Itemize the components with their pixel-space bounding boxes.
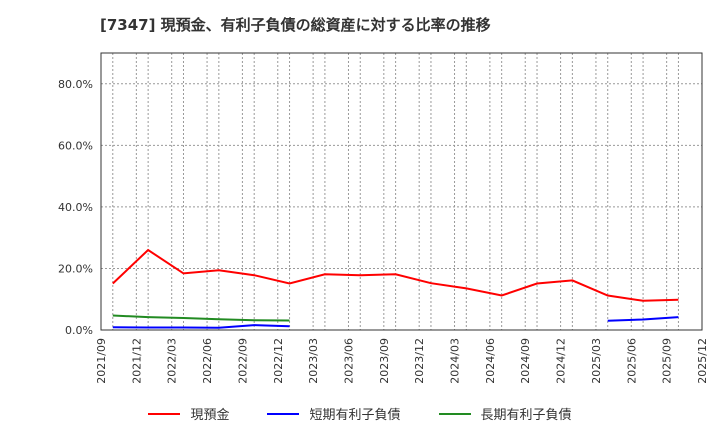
legend-item-long-term-debt: 長期有利子負債 xyxy=(438,404,572,423)
y-tick-label: 80.0% xyxy=(58,78,93,91)
legend: 現預金 短期有利子負債 長期有利子負債 xyxy=(0,404,720,423)
legend-label: 現預金 xyxy=(190,408,230,423)
x-tick-label: 2023/06 xyxy=(342,338,355,384)
legend-item-cash: 現預金 xyxy=(148,404,229,423)
legend-label: 長期有利子負債 xyxy=(480,408,572,423)
x-tick-label: 2023/03 xyxy=(307,338,320,384)
x-tick-label: 2021/09 xyxy=(95,338,108,384)
x-tick-label: 2025/12 xyxy=(696,338,709,384)
legend-swatch-icon xyxy=(267,412,300,415)
x-tick-label: 2024/06 xyxy=(484,338,497,384)
x-tick-label: 2025/03 xyxy=(590,338,603,384)
x-tick-label: 2025/09 xyxy=(661,338,674,384)
legend-item-short-term-debt: 短期有利子負債 xyxy=(267,404,401,423)
series-line xyxy=(112,324,290,329)
x-tick-label: 2025/06 xyxy=(625,338,638,384)
x-tick-label: 2024/09 xyxy=(519,338,532,384)
chart-title: [7347] 現預金、有利子負債の総資産に対する比率の推移 xyxy=(100,16,491,34)
y-tick-label: 0.0% xyxy=(65,324,93,337)
x-tick-label: 2023/12 xyxy=(413,338,426,384)
legend-swatch-icon xyxy=(148,412,181,415)
x-tick-label: 2022/06 xyxy=(201,338,214,384)
legend-label: 短期有利子負債 xyxy=(309,408,401,423)
legend-swatch-icon xyxy=(438,412,471,415)
x-tick-label: 2022/03 xyxy=(166,338,179,384)
x-tick-label: 2022/12 xyxy=(272,338,285,384)
y-tick-label: 20.0% xyxy=(58,262,93,275)
y-tick-label: 40.0% xyxy=(58,201,93,214)
x-tick-label: 2024/03 xyxy=(449,338,462,384)
series-line xyxy=(112,314,290,322)
x-tick-label: 2021/12 xyxy=(130,338,143,384)
x-tick-label: 2023/09 xyxy=(378,338,391,384)
x-tick-label: 2022/09 xyxy=(236,338,249,384)
x-tick-label: 2024/12 xyxy=(555,338,568,384)
y-tick-label: 60.0% xyxy=(58,139,93,152)
series-line xyxy=(607,316,679,322)
series-line xyxy=(112,248,679,302)
